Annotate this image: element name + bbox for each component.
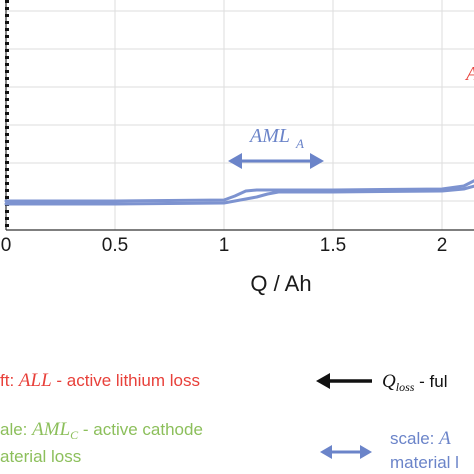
legend-1-subscript: C [70, 428, 79, 442]
legend-1-symbol: AML [30, 419, 70, 440]
arrow-head-right-icon [310, 153, 324, 169]
x-tick-label-1: 0.5 [102, 235, 128, 256]
legend-0-prefix: ft: [0, 371, 19, 390]
black-arrow-head-icon [316, 373, 330, 389]
plot-frame [5, 0, 474, 231]
legend-item-qloss: Qloss - ful [382, 371, 447, 394]
x-tick-label-4: 2 [437, 235, 448, 256]
series-line-0 [4, 179, 474, 203]
legend-item-amlc: ale: AMLC - active cathode [0, 419, 203, 442]
legend-item-amlc-cont: aterial loss [0, 447, 81, 466]
cropped-red-annotation: A [464, 63, 474, 85]
legend-4-symbol: A [437, 428, 451, 449]
legend-3-text: - ful [414, 372, 447, 391]
legend-item-amla: scale: A [390, 428, 451, 449]
legend-3-symbol: Q [382, 371, 396, 392]
blue-arrow-head-left-icon [320, 445, 332, 459]
legend-0-symbol: ALL [17, 370, 52, 391]
aml-a-annotation: AML A [228, 125, 324, 169]
x-tick-labels: 0 0.5 1 1.5 2 [1, 235, 448, 256]
aml-a-subscript: A [295, 136, 304, 151]
series-line-1 [4, 184, 474, 206]
legend-item-all: ft: ALL - active lithium loss [0, 370, 200, 391]
x-tick-label-0: 0 [1, 235, 12, 256]
series-group [4, 179, 474, 206]
grid [6, 0, 474, 230]
legend-3-subscript: loss [396, 380, 415, 394]
x-tick-label-2: 1 [219, 235, 230, 256]
aml-a-label: AML [248, 125, 290, 147]
legend-1-prefix: ale: [0, 420, 32, 439]
x-tick-label-3: 1.5 [320, 235, 346, 256]
legend-item-amla-cont: material l [390, 453, 459, 472]
legend-1-text: - active cathode [78, 420, 203, 439]
legend: ft: ALL - active lithium loss ale: AMLC … [0, 370, 459, 472]
legend-0-text: - active lithium loss [52, 371, 200, 390]
blue-arrow-head-right-icon [360, 445, 372, 459]
x-axis-label: Q / Ah [250, 271, 311, 296]
legend-4-prefix: scale: [390, 429, 439, 448]
arrow-head-left-icon [228, 153, 242, 169]
